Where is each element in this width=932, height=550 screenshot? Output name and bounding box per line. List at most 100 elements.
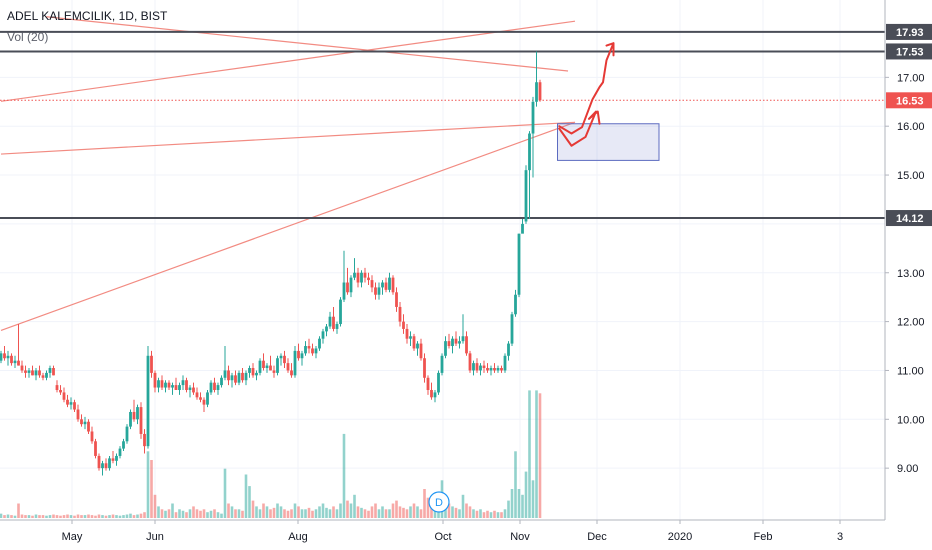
volume-bar	[234, 509, 237, 518]
time-axis-panel[interactable]	[0, 520, 932, 550]
volume-bar	[269, 509, 272, 518]
volume-indicator-label[interactable]: Vol (20)	[7, 30, 48, 44]
candle-body	[164, 382, 167, 388]
volume-bar	[433, 506, 437, 518]
volume-bar	[62, 515, 66, 518]
volume-bar	[395, 500, 398, 518]
volume-bar	[507, 500, 510, 518]
volume-bar	[223, 468, 227, 518]
volume-bar	[45, 515, 48, 518]
time-axis[interactable]: May Jun Aug Oct Nov Dec 2020 Feb 3	[62, 520, 843, 543]
chart-title[interactable]: ADEL KALEMCILIK, 1D, BIST	[7, 9, 168, 23]
candle-body	[451, 338, 454, 347]
candle-body	[129, 411, 132, 427]
dividend-marker[interactable]: D	[428, 491, 450, 513]
candle-body	[395, 292, 398, 307]
dividend-marker-label: D	[435, 497, 443, 509]
candle-body	[475, 363, 479, 371]
volume-bar	[451, 506, 454, 518]
price-tag-label: 16.53	[896, 95, 924, 107]
volume-bar	[153, 494, 157, 518]
candle-body	[13, 360, 17, 364]
volume-bar	[374, 503, 377, 518]
candle-body	[279, 355, 283, 359]
candle-body	[437, 372, 440, 393]
volume-bar	[10, 515, 13, 518]
volume-bar	[335, 509, 339, 518]
volume-bar	[419, 509, 423, 518]
volume-bar	[34, 514, 38, 518]
volume-bar	[461, 494, 465, 518]
volume-bar	[514, 451, 517, 518]
volume-bar	[286, 510, 290, 518]
candle-body	[283, 355, 286, 364]
candle-body	[405, 328, 409, 339]
candle-body	[202, 399, 206, 405]
volume-bar	[528, 390, 531, 518]
volume-bar	[48, 515, 52, 518]
volume-bar	[332, 506, 335, 518]
candle-body	[87, 421, 90, 432]
candle-body	[398, 306, 402, 322]
volume-bar	[482, 512, 486, 518]
candle-body	[391, 277, 395, 293]
candle-body	[426, 377, 430, 390]
volume-bar	[517, 489, 521, 518]
candle-body	[374, 287, 377, 295]
volume-bar	[195, 509, 199, 518]
candle-body	[251, 368, 255, 376]
price-tag-label: 17.53	[896, 46, 924, 58]
candle-body	[304, 346, 307, 354]
candle-body	[314, 348, 318, 354]
volume-bar	[535, 390, 538, 518]
volume-bar	[167, 509, 171, 518]
candle-body	[244, 372, 248, 381]
candle-body	[34, 370, 38, 376]
volume-bar	[258, 509, 262, 518]
horizontal-lines[interactable]	[0, 30, 885, 220]
candle-body	[73, 402, 76, 410]
volume-bar	[458, 509, 461, 518]
volume-bar	[430, 503, 433, 518]
candle-body	[447, 341, 451, 347]
volume-bar	[472, 509, 475, 518]
candle-body	[535, 82, 538, 102]
volume-bar	[157, 506, 160, 518]
candle-body	[433, 392, 437, 398]
price-axis[interactable]: 9.00 10.00 11.00 12.00 13.00 15.00 16.00 17.00	[885, 72, 925, 475]
annotations[interactable]	[557, 42, 660, 161]
candle-body	[122, 441, 125, 449]
candle-body	[171, 385, 174, 388]
volume-bar	[118, 515, 122, 518]
volume-bar	[101, 515, 104, 518]
candle-body	[17, 360, 20, 366]
candle-body	[143, 433, 146, 447]
candle-body	[370, 280, 374, 288]
volume-bar	[27, 515, 31, 518]
volume-bar	[185, 512, 188, 518]
volume-bar	[143, 512, 146, 518]
candle-body	[297, 350, 300, 359]
price-tag-background	[886, 43, 932, 60]
time-tick-label: Nov	[510, 531, 530, 543]
volume-bar	[489, 512, 493, 518]
trendlines[interactable]	[0, 16, 576, 331]
volume-bar	[388, 509, 391, 518]
candle-body	[321, 331, 325, 339]
dividend-marker-circle[interactable]	[428, 491, 450, 513]
candle-body	[423, 358, 426, 378]
time-tick-label: Dec	[587, 531, 607, 543]
price-axis-panel[interactable]	[885, 0, 932, 520]
volume-bar	[402, 507, 405, 518]
candle-body	[356, 272, 360, 283]
volume-bar	[381, 506, 384, 518]
candle-body	[360, 272, 363, 283]
candle-body	[227, 370, 230, 381]
volume-bar	[468, 506, 472, 518]
trendline	[46, 16, 569, 72]
candle-body	[381, 282, 384, 288]
candle-body	[363, 272, 367, 278]
volume-bar	[521, 494, 524, 518]
